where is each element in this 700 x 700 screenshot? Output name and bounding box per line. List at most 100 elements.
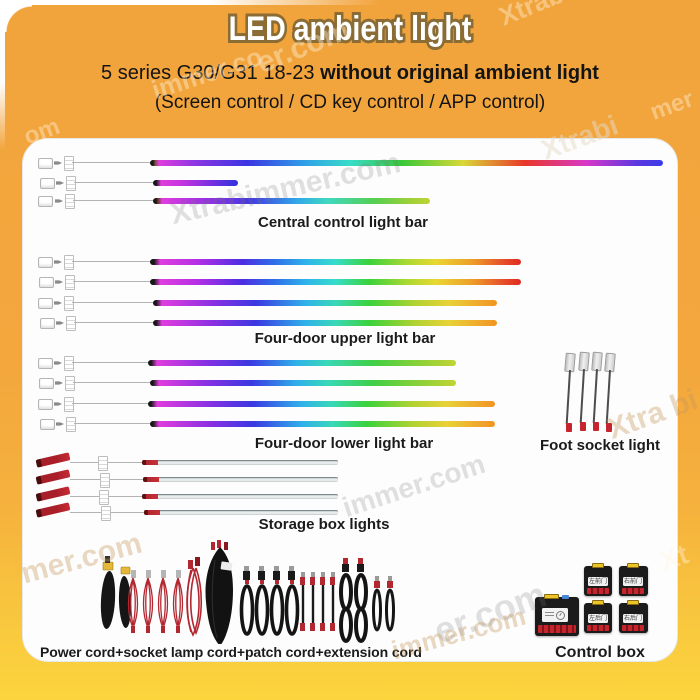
connector-pin	[56, 181, 64, 185]
connector-pin	[56, 422, 64, 426]
storage-light-bar	[144, 510, 338, 515]
light-bar	[153, 300, 497, 306]
section-label-control: Control box	[555, 644, 645, 661]
yellow-tab	[544, 594, 559, 599]
connector-pin	[54, 402, 62, 406]
connector-clip	[66, 316, 76, 331]
lead-wire	[74, 423, 150, 424]
lead-wire	[74, 182, 153, 183]
lead-wire	[72, 162, 150, 163]
red-connector	[35, 486, 71, 502]
black-cable-bundle	[205, 540, 233, 644]
connector-pin	[55, 280, 63, 284]
connector-pin	[54, 161, 62, 165]
connector-pin	[54, 301, 62, 305]
control-box-door: 左前门	[584, 563, 612, 596]
subtitle-feature: without original ambient light	[314, 62, 599, 84]
foot-socket-item	[589, 351, 605, 432]
red-connector-strip	[538, 625, 576, 633]
connector-plug	[38, 158, 53, 169]
connector-clip	[98, 456, 108, 471]
connector-clip	[66, 417, 76, 432]
lead-wire	[73, 281, 150, 282]
light-bar-row	[0, 315, 700, 331]
red-connector-strip	[587, 625, 609, 631]
section-label-central: Central control light bar	[257, 214, 429, 231]
connector-plug	[40, 419, 55, 430]
light-bar-row	[0, 416, 700, 432]
connector-pin	[55, 381, 63, 385]
red-connector-strip	[622, 625, 644, 631]
light-bar	[153, 180, 238, 186]
light-bar-row	[0, 274, 700, 290]
connector-clip	[99, 490, 109, 505]
light-bar-row	[0, 175, 700, 191]
light-bar	[150, 421, 495, 427]
connector-clip	[64, 397, 74, 412]
connector-plug	[38, 257, 53, 268]
storage-light-bar	[142, 494, 338, 499]
connector-clip	[66, 176, 76, 191]
connector-plug	[38, 399, 53, 410]
connector-plug	[39, 277, 54, 288]
connector-plug	[38, 358, 53, 369]
main-box-label	[542, 608, 568, 622]
storage-bar-row	[0, 469, 700, 488]
storage-light-bar	[142, 460, 338, 465]
extension-cords	[339, 558, 395, 643]
door-box-label: 右前门	[623, 577, 643, 586]
control-box-door: 右后门	[619, 600, 648, 633]
cords-photo	[100, 540, 395, 644]
storage-bar-row	[0, 502, 700, 521]
foot-red-tip	[580, 422, 586, 431]
label-lines	[545, 612, 554, 618]
storage-light-bar	[143, 477, 338, 482]
storage-bar-row	[0, 452, 700, 471]
yellow-tab	[627, 600, 639, 605]
door-box-label: 右后门	[623, 614, 643, 623]
light-bar-row	[0, 254, 700, 270]
connector-clip	[101, 506, 111, 521]
blue-chip	[562, 595, 569, 599]
lead-wire	[73, 382, 150, 383]
control-box-door: 左后门	[584, 600, 612, 633]
light-bar-row	[0, 396, 700, 412]
section-label-upper: Four-door upper light bar	[254, 330, 436, 347]
connector-clip	[64, 255, 74, 270]
light-bar	[150, 380, 456, 386]
light-bar	[148, 401, 495, 407]
lead-wire	[72, 362, 148, 363]
connector-plug	[39, 378, 54, 389]
connector-clip	[64, 356, 74, 371]
red-connector	[35, 469, 71, 485]
subtitle-model: 5 series G30/G31 18-23	[101, 62, 315, 84]
page-title-text: LED ambient light	[228, 10, 472, 48]
section-label-lower: Four-door lower light bar	[254, 435, 434, 452]
lead-wire	[74, 322, 153, 323]
red-wire-bundle	[186, 557, 202, 637]
foot-socket-item	[602, 352, 618, 433]
foot-red-tip	[606, 423, 612, 432]
light-bar	[150, 279, 521, 285]
socket-lamp-cords	[127, 570, 184, 633]
storage-bar-row	[0, 486, 700, 505]
lead-wire	[72, 302, 153, 303]
red-connector-strip	[622, 588, 644, 594]
connector-clip	[65, 376, 75, 391]
light-bar	[153, 198, 430, 204]
light-bar	[153, 320, 497, 326]
page-title-outline: LED ambient light	[226, 7, 474, 51]
subtitle-controls-line: (Screen control / CD key control / APP c…	[154, 92, 546, 113]
gauge-icon	[556, 611, 565, 620]
light-bar-row	[0, 193, 700, 209]
foot-socket-item	[562, 352, 578, 433]
light-bar	[150, 160, 663, 166]
lead-wire	[72, 403, 148, 404]
foot-red-tip	[593, 422, 599, 431]
light-bar	[150, 259, 521, 265]
light-bar-row	[0, 355, 700, 371]
connector-clip	[100, 473, 110, 488]
connector-clip	[64, 156, 74, 171]
foot-red-tip	[566, 423, 572, 432]
